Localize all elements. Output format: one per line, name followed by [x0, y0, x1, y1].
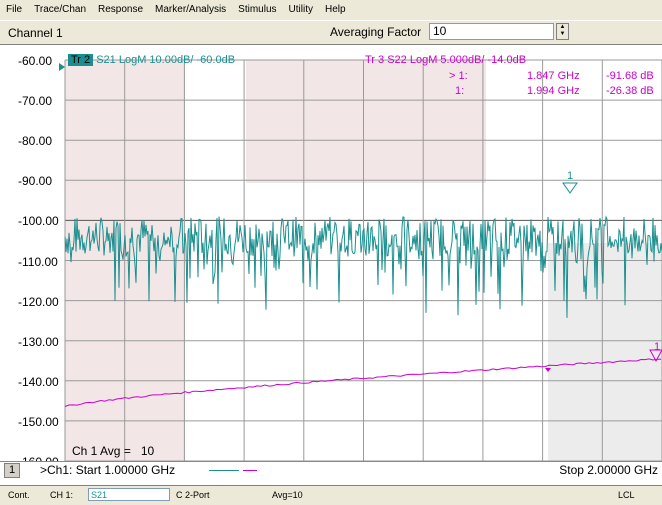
toolbar: Channel 1 Averaging Factor 10 ▲ ▼ — [0, 20, 662, 45]
averaging-factor-label: Averaging Factor — [330, 25, 422, 39]
menu-bar: File Trace/Chan Response Marker/Analysis… — [0, 0, 662, 20]
trace-s21-line — [64, 215, 662, 318]
status-port: C 2-Port — [176, 490, 210, 500]
trace-plot[interactable]: 1 1 — [0, 45, 662, 461]
stop-frequency[interactable]: Stop 2.00000 GHz — [559, 463, 658, 477]
marker-1-tr2-label: 1 — [567, 170, 573, 182]
menu-stimulus[interactable]: Stimulus — [238, 4, 277, 15]
shade-region-right — [548, 243, 662, 461]
plot-area[interactable]: 1 1 -60.00 -70.00 -80.00 -90.00 -100.00 -110.… — [0, 45, 662, 490]
y-tick-label: -80.00 — [18, 134, 53, 149]
y-tick-label: -70.00 — [18, 94, 53, 109]
trace-s22-line — [64, 358, 661, 407]
averaging-status: Ch 1 Avg = 10 — [72, 444, 155, 458]
menu-utility[interactable]: Utility — [288, 4, 313, 15]
trace-2-desc: S21 LogM 10.00dB/ -60.0dB — [96, 54, 236, 66]
averaging-factor-input[interactable]: 10 — [429, 23, 554, 40]
menu-file[interactable]: File — [6, 4, 23, 15]
marker-2-id: 1: — [455, 85, 465, 97]
start-frequency[interactable]: >Ch1: Start 1.00000 GHz — [40, 463, 176, 477]
status-cont: Cont. — [8, 490, 30, 500]
y-tick-label: -110.00 — [18, 254, 58, 269]
menu-marker-analysis[interactable]: Marker/Analysis — [155, 4, 227, 15]
status-lcl: LCL — [618, 490, 635, 500]
trace-3-number: Tr 3 — [365, 54, 385, 66]
tr3-legend-swatch — [243, 470, 257, 471]
marker-1-tr2-icon[interactable] — [562, 182, 578, 194]
y-tick-label: -140.00 — [18, 374, 59, 389]
trace-3-desc: S22 LogM 5.000dB/ -14.0dB — [387, 54, 527, 66]
channel-1-button[interactable]: 1 — [4, 463, 20, 478]
marker-1-value: -91.68 dB — [606, 70, 654, 82]
menu-trace-chan[interactable]: Trace/Chan — [34, 4, 86, 15]
trace-3-header[interactable]: Tr 3 S22 LogM 5.000dB/ -14.0dB — [365, 54, 526, 66]
reference-arrow-icon — [59, 63, 65, 71]
status-bar: Cont. CH 1: S21 C 2-Port Avg=10 LCL — [0, 485, 662, 505]
marker-small-icon — [545, 368, 551, 372]
y-tick-label: -150.00 — [18, 414, 59, 429]
averaging-spinner[interactable]: ▲ ▼ — [556, 23, 569, 40]
menu-help[interactable]: Help — [324, 4, 346, 15]
marker-2-value: -26.38 dB — [606, 85, 654, 97]
tr2-legend-swatch — [209, 470, 239, 471]
y-tick-label: -100.00 — [18, 214, 59, 229]
marker-2-freq: 1.994 GHz — [527, 85, 580, 97]
marker-1-id: > 1: — [449, 70, 468, 82]
y-tick-label: -90.00 — [18, 174, 53, 189]
shade-region-top — [246, 60, 486, 183]
y-tick-label: -120.00 — [18, 294, 59, 309]
y-tick-label: -130.00 — [18, 334, 59, 349]
status-trace-box[interactable]: S21 — [88, 488, 170, 501]
trace-2-header[interactable]: Tr 2 S21 LogM 10.00dB/ -60.0dB — [68, 54, 235, 66]
spin-up-icon[interactable]: ▲ — [559, 24, 566, 30]
status-avg: Avg=10 — [272, 490, 303, 500]
stimulus-bar: 1 >Ch1: Start 1.00000 GHz Stop 2.00000 G… — [0, 461, 662, 479]
spin-down-icon[interactable]: ▼ — [559, 31, 566, 37]
trace-2-number: Tr 2 — [68, 54, 94, 66]
marker-1-tr3-icon[interactable] — [649, 349, 662, 363]
channel-title: Channel 1 — [8, 26, 63, 40]
marker-1-freq: 1.847 GHz — [527, 70, 580, 82]
status-channel: CH 1: — [50, 490, 74, 500]
y-tick-label: -60.00 — [18, 54, 53, 68]
menu-response[interactable]: Response — [98, 4, 144, 15]
marker-1-tr3-label: 1 — [654, 341, 660, 353]
